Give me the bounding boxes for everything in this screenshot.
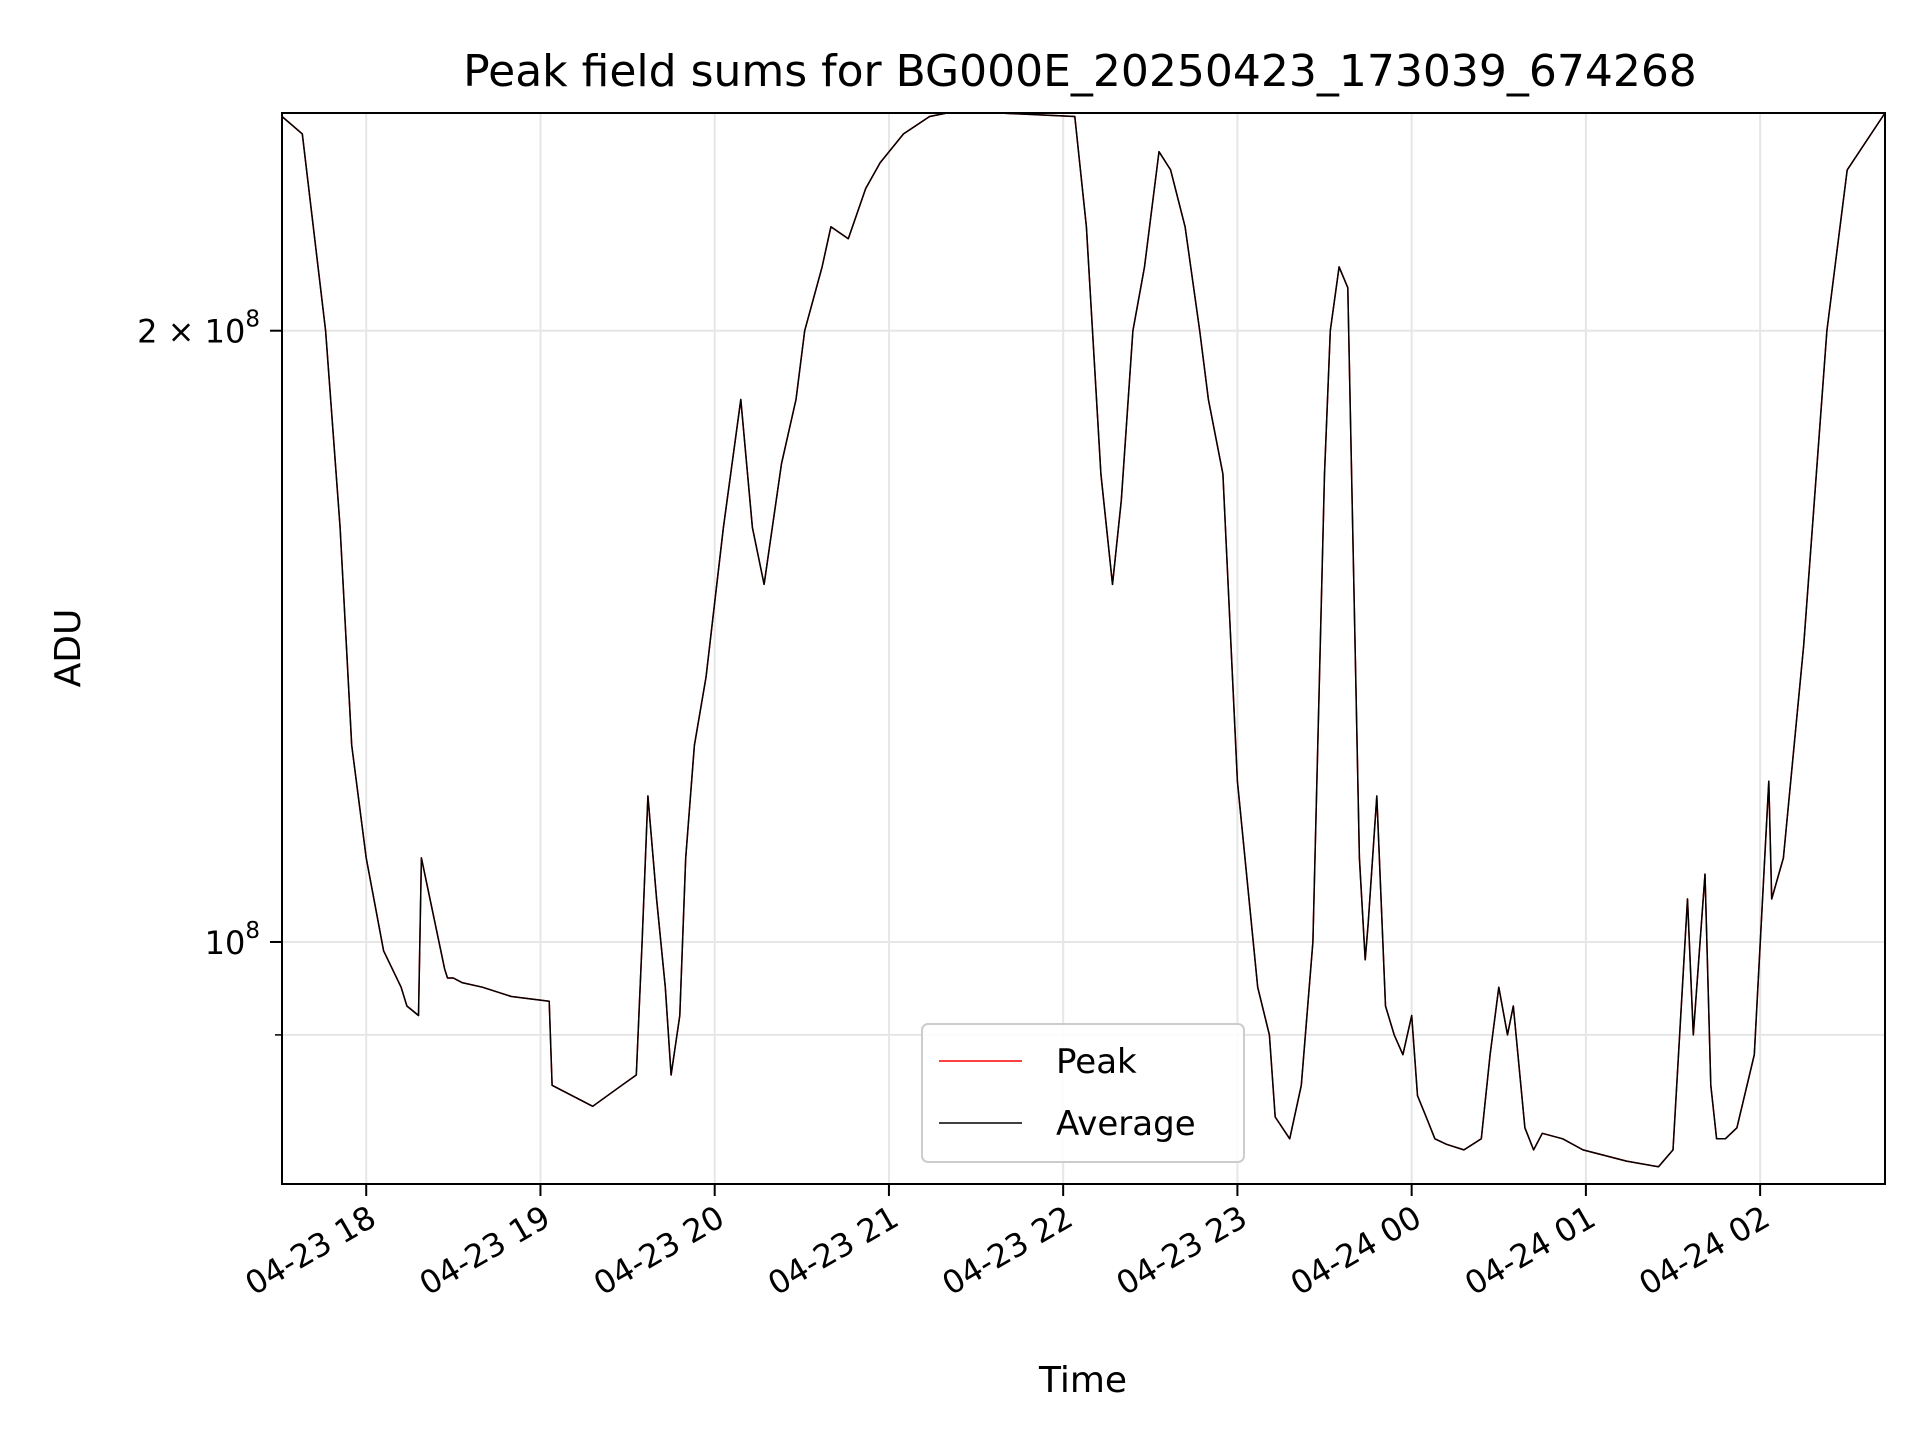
legend-box	[921, 1023, 1245, 1163]
x-axis-label: Time	[1038, 1360, 1127, 1401]
legend-label-average: Average	[1056, 1104, 1196, 1144]
chart-title: Peak field sums for BG000E_20250423_1730…	[463, 46, 1697, 97]
y-tick-label: 2 × 108	[137, 307, 260, 351]
grid	[282, 113, 1885, 1184]
y-axis-label: ADU	[48, 609, 89, 688]
plot-frame	[281, 112, 1886, 1185]
legend-label-peak: Peak	[1056, 1042, 1137, 1082]
legend: Peak Average	[921, 1023, 1245, 1163]
y-axis: 108 2 × 108	[137, 307, 282, 1036]
series-line-average	[281, 112, 1886, 1168]
y-tick-label: 108	[205, 918, 260, 962]
series-layer	[281, 112, 1886, 1168]
